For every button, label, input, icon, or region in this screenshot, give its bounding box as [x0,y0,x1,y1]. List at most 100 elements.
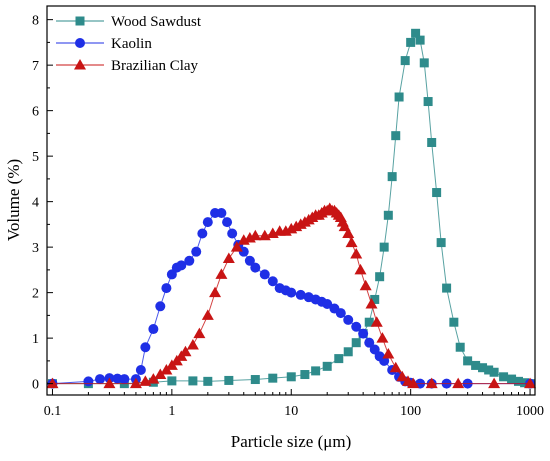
data-point [489,367,499,377]
data-point [322,361,332,371]
data-point [203,376,213,386]
y-tick-label: 6 [32,105,39,120]
data-point [311,366,321,376]
legend-item: Brazilian Clay [56,58,199,74]
data-point [148,324,159,335]
data-point [400,56,410,66]
data-point [370,294,380,304]
y-tick-label: 4 [32,196,39,211]
data-point [351,321,362,332]
legend-item: Kaolin [56,36,152,52]
data-point [389,361,402,373]
data-point [188,376,198,386]
y-tick-label: 5 [32,150,39,165]
data-point [376,332,389,343]
data-point [103,377,116,389]
series-wood-sawdust [47,28,535,389]
legend-label: Wood Sawdust [111,14,202,30]
data-point [286,287,297,298]
data-point [119,374,130,385]
legend-marker [74,59,86,70]
data-point [83,376,94,387]
data-point [191,246,202,257]
data-point [227,228,238,239]
data-point [351,338,361,348]
data-point [267,276,278,287]
data-point [358,328,369,339]
data-point [215,268,228,279]
data-point [364,317,374,327]
data-point [513,376,523,386]
data-point [268,373,278,383]
x-tick-label: 100 [400,404,421,419]
data-point [140,342,151,353]
data-point [499,372,509,382]
data-point [364,337,375,348]
y-tick-label: 8 [32,14,39,29]
data-point [201,309,214,320]
data-point [129,377,142,389]
data-point [394,92,404,102]
data-point [342,227,355,238]
series-line [52,32,531,385]
data-point [222,252,235,264]
data-point [370,316,383,327]
data-point [391,131,401,141]
axes: 0.1 1 10 100 1000 0 1 2 3 4 5 6 7 8 [32,14,544,419]
data-point [343,347,353,357]
data-point [184,255,195,266]
data-point [216,208,227,219]
data-point [415,35,425,45]
data-point [286,372,296,382]
data-point [442,283,452,293]
data-point [179,345,192,357]
data-point [259,269,270,280]
data-point [407,377,420,389]
data-point [432,188,442,198]
data-point [406,37,416,47]
data-point [449,317,459,327]
data-point [427,137,437,147]
x-axis-label: Particle size (μm) [231,432,352,451]
x-tick-label: 10 [284,404,298,419]
data-point [244,255,255,266]
data-point [396,370,409,382]
data-point [379,242,389,252]
data-marks [46,28,537,389]
legend-label: Kaolin [111,36,152,52]
data-point [478,363,488,373]
data-point [322,299,333,310]
data-point [387,172,397,182]
data-point [202,217,213,228]
y-tick-label: 1 [32,332,39,347]
data-point [155,301,166,312]
data-point [295,289,306,300]
data-point [161,283,172,294]
x-tick-label: 1000 [516,404,544,419]
data-point [147,373,160,384]
y-axis-label: Volume (%) [4,159,23,241]
data-point [335,308,346,319]
data-point [224,375,234,385]
data-point [359,279,372,291]
data-point [94,374,105,385]
y-tick-label: 7 [32,59,39,74]
data-point [135,364,146,375]
data-point [463,356,473,366]
data-point [507,374,517,384]
data-point [425,377,438,389]
data-point [46,377,59,389]
legend-marker [75,38,85,48]
data-point [382,348,395,359]
x-tick-label: 0.1 [44,404,62,419]
legend: Wood Sawdust Kaolin Brazilian Clay [56,14,202,74]
data-point [334,354,344,364]
data-point [419,58,429,68]
y-tick-label: 3 [32,241,39,256]
data-point [197,228,208,239]
data-point [365,298,378,309]
legend-label: Brazilian Clay [111,58,199,74]
y-tick-label: 0 [32,378,39,393]
x-tick-label: 1 [168,404,175,419]
